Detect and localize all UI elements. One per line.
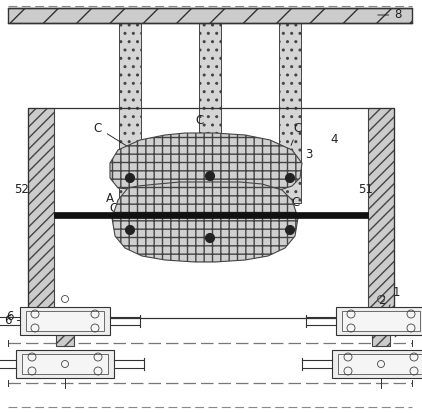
Bar xyxy=(26,311,104,331)
Text: 1: 1 xyxy=(383,287,400,318)
Bar xyxy=(338,354,422,374)
Text: 4: 4 xyxy=(330,133,338,146)
Bar xyxy=(199,18,221,203)
Text: C: C xyxy=(286,197,299,221)
Text: 6: 6 xyxy=(6,310,14,323)
Bar xyxy=(22,354,108,374)
Circle shape xyxy=(206,171,214,180)
Bar xyxy=(372,335,390,346)
Text: B: B xyxy=(186,237,208,252)
Circle shape xyxy=(206,233,214,242)
Text: 8: 8 xyxy=(395,364,408,380)
Text: 51: 51 xyxy=(358,183,373,196)
Bar xyxy=(368,108,394,318)
Circle shape xyxy=(286,225,295,235)
Polygon shape xyxy=(110,133,302,196)
Text: 8: 8 xyxy=(378,9,402,21)
Bar xyxy=(56,335,74,346)
Text: C: C xyxy=(94,121,127,147)
Bar xyxy=(20,307,110,335)
Bar xyxy=(28,108,54,318)
Bar xyxy=(336,307,422,335)
Text: C: C xyxy=(109,202,126,226)
Circle shape xyxy=(125,225,135,235)
Text: 3: 3 xyxy=(305,148,312,161)
Text: C: C xyxy=(291,121,302,145)
Bar xyxy=(332,350,422,378)
Text: 2: 2 xyxy=(370,294,386,319)
Circle shape xyxy=(125,173,135,183)
Bar xyxy=(16,350,114,378)
Bar xyxy=(8,8,412,23)
Text: 6: 6 xyxy=(4,313,25,327)
Bar xyxy=(54,212,368,218)
Text: C: C xyxy=(196,114,209,138)
Bar xyxy=(28,108,394,318)
Text: 52: 52 xyxy=(14,183,29,196)
Text: C: C xyxy=(236,233,250,252)
Circle shape xyxy=(286,173,295,183)
Bar xyxy=(279,18,301,203)
Bar xyxy=(342,311,420,331)
Bar xyxy=(119,18,141,203)
Text: A: A xyxy=(106,192,117,212)
Text: 8: 8 xyxy=(395,320,408,337)
Polygon shape xyxy=(112,182,298,262)
